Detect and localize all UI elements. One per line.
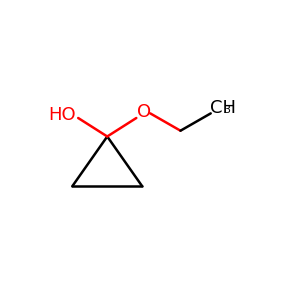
Text: HO: HO [48, 106, 76, 124]
Text: CH: CH [210, 99, 236, 117]
Text: 3: 3 [224, 105, 230, 116]
Text: O: O [137, 103, 152, 121]
